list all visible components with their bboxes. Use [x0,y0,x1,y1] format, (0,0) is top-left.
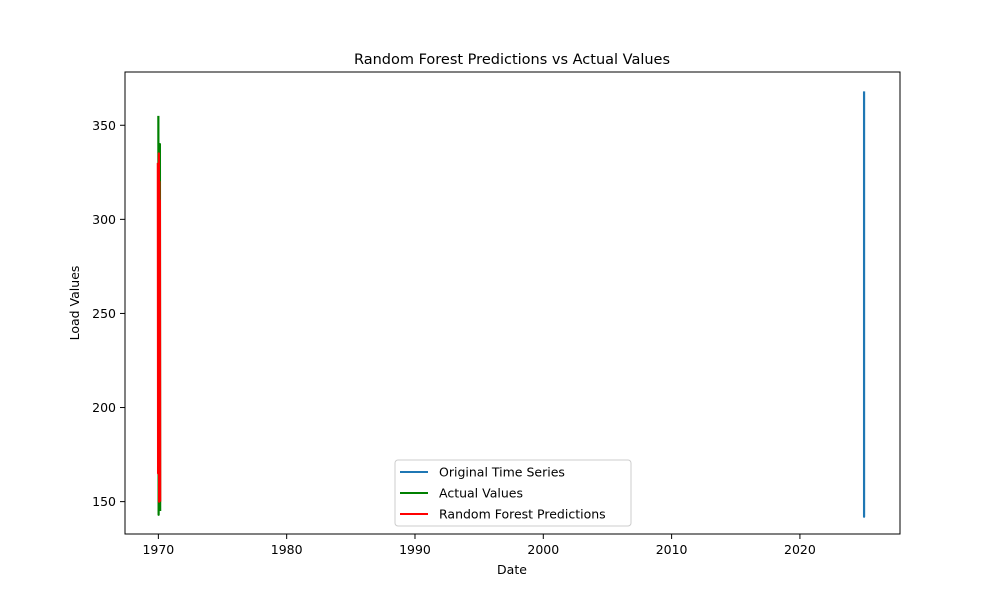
plot-frame [124,71,901,535]
x-axis-label: Date [497,562,527,577]
y-tick-label-1: 200 [92,400,116,415]
plot-area [156,91,866,518]
x-tick-label-2: 1990 [399,542,431,557]
legend-label-0: Original Time Series [439,465,565,480]
x-tick-label-1: 1980 [271,542,303,557]
x-tick-label-0: 1970 [142,542,174,557]
y-tick-label-0: 150 [92,494,116,509]
legend-box [394,459,632,527]
x-axis: 1970 1980 1990 2000 2010 2020 [142,534,816,557]
y-tick-label-3: 300 [92,212,116,227]
chart-title: Random Forest Predictions vs Actual Valu… [354,52,670,68]
y-axis-label: Load Values [67,266,82,341]
x-tick-label-3: 2000 [527,542,559,557]
legend-label-2: Random Forest Predictions [439,507,606,522]
x-tick-label-5: 2020 [784,542,816,557]
legend: Original Time Series Actual Values Random … [394,459,632,527]
y-axis: 150 200 250 300 350 [92,118,125,509]
y-tick-label-2: 250 [92,306,116,321]
series-line-2 [156,152,162,503]
x-tick-label-4: 2010 [656,542,688,557]
legend-label-1: Actual Values [439,486,523,501]
y-tick-label-4: 350 [92,118,116,133]
